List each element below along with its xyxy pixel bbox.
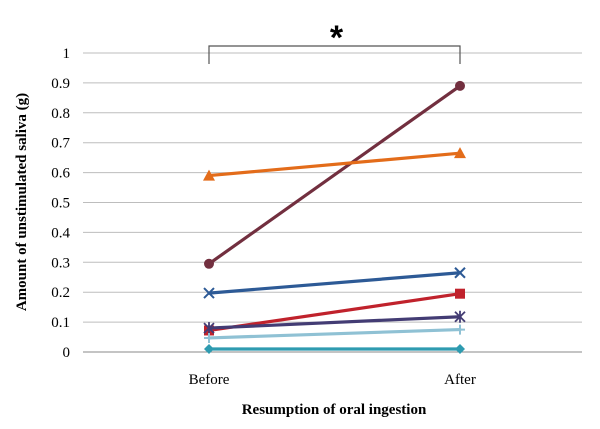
series (204, 324, 465, 343)
x-axis-title: Resumption of oral ingestion (242, 402, 427, 418)
series (203, 310, 466, 335)
series-line (207, 292, 462, 333)
y-tick-label: 0.9 (51, 76, 70, 92)
series-line (207, 327, 462, 340)
y-tick-label: 0.3 (51, 255, 70, 271)
series-lines (203, 80, 466, 355)
series-line (207, 151, 462, 178)
data-point (204, 258, 214, 269)
y-tick-labels: 0 0.1 0.2 0.3 0.4 0.5 0.6 0.7 0.8 0.9 1 (51, 46, 70, 361)
data-point (454, 310, 466, 323)
y-tick-label: 0.4 (51, 225, 70, 241)
y-axis-title: Amount of unstimulated saliva (g) (14, 93, 30, 311)
y-tick-label: 0.7 (51, 136, 70, 152)
series (203, 267, 466, 299)
y-tick-label: 0 (63, 345, 71, 361)
x-tick-labels: Before After (189, 372, 476, 388)
x-tick-label: After (444, 372, 476, 388)
data-point (455, 80, 465, 91)
significance-star: * (330, 19, 344, 57)
data-point (203, 287, 215, 299)
data-point (455, 344, 465, 355)
data-point (204, 344, 214, 355)
series (203, 147, 466, 181)
data-point (455, 324, 465, 335)
series-line (207, 84, 462, 266)
significance-bracket: * (208, 19, 461, 64)
bracket-line (208, 45, 461, 64)
y-tick-label: 0.5 (51, 196, 70, 212)
y-tick-label: 0.8 (51, 106, 70, 122)
y-tick-label: 0.6 (51, 166, 70, 182)
y-tick-label: 0.1 (51, 315, 70, 331)
data-point (454, 267, 466, 279)
data-point (203, 169, 215, 181)
data-point (203, 322, 215, 335)
data-point (455, 288, 465, 299)
series-line (207, 271, 462, 295)
series-line (207, 315, 462, 330)
data-point (454, 147, 466, 159)
series (204, 344, 465, 355)
y-tick-label: 1 (63, 46, 71, 62)
series (204, 288, 465, 336)
data-point (204, 332, 214, 343)
series (204, 80, 465, 269)
gridlines (83, 52, 582, 353)
y-tick-label: 0.2 (51, 285, 70, 301)
x-tick-label: Before (189, 372, 230, 388)
